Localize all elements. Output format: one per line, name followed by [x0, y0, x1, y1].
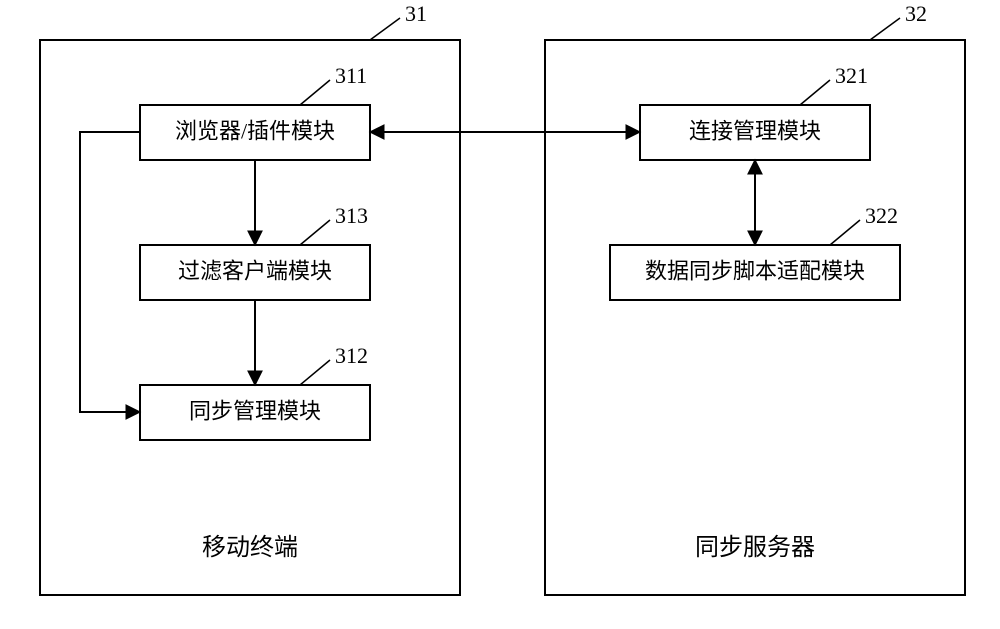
ref-label-311: 311 [335, 63, 367, 88]
ref-leader-2 [300, 360, 330, 385]
container-right-caption: 同步服务器 [695, 534, 815, 561]
ref-leader-3 [800, 80, 830, 105]
ref-label-322: 322 [865, 203, 898, 228]
ref-leader-0 [300, 80, 330, 105]
ref-label-32: 32 [905, 1, 927, 26]
box-b312-label: 同步管理模块 [189, 399, 321, 424]
ref-leader-5 [370, 18, 400, 40]
ref-label-321: 321 [835, 63, 868, 88]
box-b321-label: 连接管理模块 [689, 119, 821, 144]
ref-label-312: 312 [335, 343, 368, 368]
ref-leader-1 [300, 220, 330, 245]
box-b311-label: 浏览器/插件模块 [175, 119, 335, 144]
box-b313-label: 过滤客户端模块 [178, 259, 332, 284]
polyline-0 [80, 132, 140, 412]
ref-label-313: 313 [335, 203, 368, 228]
box-b322-label: 数据同步脚本适配模块 [645, 259, 865, 284]
ref-leader-4 [830, 220, 860, 245]
container-left-caption: 移动终端 [202, 534, 298, 561]
ref-label-31: 31 [405, 1, 427, 26]
ref-leader-6 [870, 18, 900, 40]
